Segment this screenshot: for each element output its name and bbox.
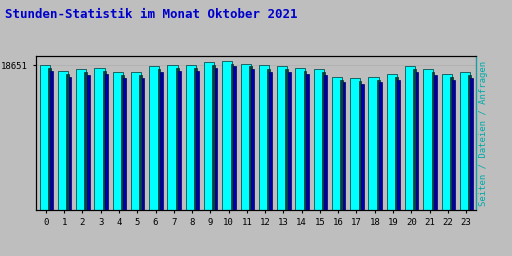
Bar: [230, 63, 233, 210]
Bar: [377, 80, 379, 210]
Bar: [267, 69, 270, 210]
Bar: [149, 67, 159, 210]
Bar: [259, 65, 269, 210]
Bar: [176, 68, 179, 210]
Bar: [58, 71, 68, 210]
Bar: [369, 77, 378, 210]
Bar: [332, 77, 342, 210]
Bar: [204, 62, 214, 210]
Bar: [94, 68, 104, 210]
Bar: [434, 75, 437, 210]
Bar: [113, 72, 123, 210]
Bar: [304, 71, 307, 210]
Bar: [441, 74, 452, 210]
Bar: [423, 69, 433, 210]
Bar: [405, 67, 415, 210]
Bar: [277, 67, 287, 210]
Bar: [131, 72, 141, 210]
Bar: [48, 68, 51, 210]
Y-axis label: Seiten / Dateien / Anfragen: Seiten / Dateien / Anfragen: [479, 61, 488, 206]
Bar: [215, 68, 218, 210]
Bar: [450, 77, 453, 210]
Bar: [66, 74, 69, 210]
Bar: [251, 69, 254, 210]
Bar: [471, 78, 473, 210]
Bar: [233, 67, 236, 210]
Bar: [76, 69, 86, 210]
Bar: [285, 69, 288, 210]
Bar: [121, 75, 124, 210]
Bar: [358, 81, 361, 210]
Bar: [105, 74, 108, 210]
Bar: [194, 68, 197, 210]
Bar: [222, 61, 232, 210]
Bar: [350, 78, 360, 210]
Bar: [178, 71, 181, 210]
Bar: [397, 80, 400, 210]
Bar: [123, 78, 126, 210]
Bar: [212, 65, 215, 210]
Bar: [50, 71, 53, 210]
Bar: [269, 72, 272, 210]
Bar: [460, 72, 470, 210]
Bar: [167, 65, 178, 210]
Bar: [69, 77, 71, 210]
Bar: [324, 75, 327, 210]
Bar: [416, 72, 418, 210]
Bar: [197, 71, 199, 210]
Bar: [361, 84, 364, 210]
Bar: [288, 72, 290, 210]
Bar: [160, 72, 163, 210]
Bar: [39, 65, 50, 210]
Bar: [103, 71, 105, 210]
Bar: [314, 69, 324, 210]
Bar: [340, 80, 343, 210]
Bar: [142, 78, 144, 210]
Bar: [84, 72, 87, 210]
Bar: [413, 69, 416, 210]
Bar: [395, 77, 398, 210]
Bar: [306, 74, 309, 210]
Bar: [343, 82, 346, 210]
Bar: [322, 72, 325, 210]
Bar: [379, 82, 382, 210]
Bar: [139, 75, 142, 210]
Bar: [241, 63, 251, 210]
Bar: [432, 72, 434, 210]
Bar: [452, 80, 455, 210]
Text: Stunden-Statistik im Monat Oktober 2021: Stunden-Statistik im Monat Oktober 2021: [5, 8, 297, 21]
Bar: [468, 75, 471, 210]
Bar: [87, 75, 90, 210]
Bar: [295, 68, 306, 210]
Bar: [387, 74, 397, 210]
Bar: [158, 69, 160, 210]
Bar: [249, 67, 252, 210]
Bar: [186, 65, 196, 210]
